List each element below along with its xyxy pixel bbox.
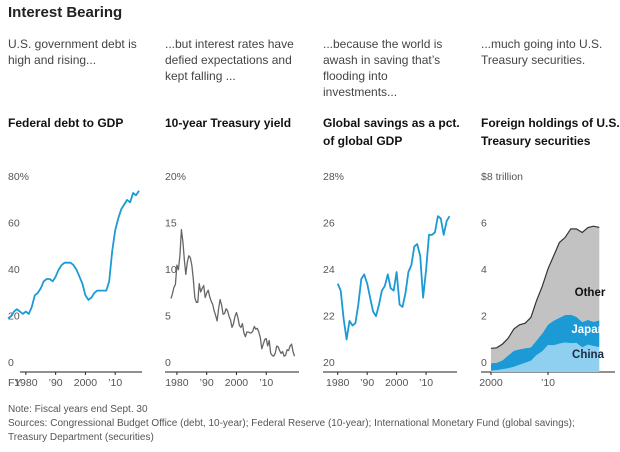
- y-tick-label: 20: [8, 311, 20, 323]
- y-tick-label: 26: [323, 218, 335, 230]
- x-tick-label: ’10: [541, 377, 555, 389]
- x-tick-label: 2000: [385, 377, 409, 389]
- note: Note: Fiscal years end Sept. 30: [8, 404, 148, 415]
- series-label: Japan: [571, 324, 604, 336]
- x-tick-label: 2000: [74, 377, 98, 389]
- y-tick-label: 20: [323, 357, 335, 369]
- x-tick-label: 2000: [225, 377, 249, 389]
- x-tick-label: 1980: [326, 377, 350, 389]
- y-tick-label: $8 trillion: [481, 171, 523, 183]
- annotation: ...much going into U.S. Treasury securit…: [481, 37, 603, 67]
- chart-subtitle: 10-year Treasury yield: [165, 116, 292, 130]
- x-tick-label: ’90: [200, 377, 214, 389]
- annotation: U.S. government debt is high and rising.…: [8, 37, 137, 67]
- y-tick-label: 4: [481, 264, 487, 276]
- y-tick-label: 15: [165, 218, 177, 230]
- x-tick-label: ’90: [360, 377, 374, 389]
- y-tick-label: 0: [481, 357, 487, 369]
- area: [491, 314, 600, 371]
- notes: Note: Fiscal years end Sept. 30 Sources:…: [8, 403, 614, 445]
- x-tick-label: ’10: [108, 377, 122, 389]
- chart-subtitle: Global savings as a pct. of global GDP: [323, 116, 460, 148]
- x-tick-label: 1980: [165, 377, 189, 389]
- x-tick-label: ’10: [419, 377, 433, 389]
- x-axis-prefix: FY: [8, 377, 21, 389]
- y-tick-label: 0: [8, 357, 14, 369]
- y-tick-label: 28%: [323, 171, 344, 183]
- chart-subtitle: Federal debt to GDP: [8, 116, 124, 130]
- y-tick-label: 60: [8, 218, 20, 230]
- annotation: ...because the world is awash in saving …: [323, 37, 443, 99]
- line: [170, 229, 296, 357]
- x-tick-label: 1980: [14, 377, 38, 389]
- area: [491, 226, 600, 364]
- y-tick-label: 20%: [165, 171, 186, 183]
- line: [336, 215, 451, 341]
- annotation: ...but interest rates have defied expect…: [165, 37, 294, 83]
- page-title: Interest Bearing: [8, 4, 123, 21]
- y-tick-label: 10: [165, 264, 177, 276]
- x-tick-label: ’10: [259, 377, 273, 389]
- y-tick-label: 22: [323, 311, 335, 323]
- y-tick-label: 6: [481, 218, 487, 230]
- area-top-line: [490, 225, 600, 349]
- x-tick-label: 2000: [479, 377, 503, 389]
- y-tick-label: 80%: [8, 171, 29, 183]
- y-tick-label: 0: [165, 357, 171, 369]
- y-tick-label: 5: [165, 311, 171, 323]
- y-tick-label: 24: [323, 264, 335, 276]
- series-label: China: [572, 349, 605, 361]
- chart-subtitle: Foreign holdings of U.S. Treasury securi…: [481, 116, 620, 148]
- y-tick-label: 2: [481, 311, 487, 323]
- area: [491, 342, 600, 372]
- y-tick-label: 40: [8, 264, 20, 276]
- line: [7, 190, 140, 320]
- sources: Sources: Congressional Budget Office (de…: [8, 418, 575, 443]
- x-tick-label: ’90: [49, 377, 63, 389]
- series-label: Other: [575, 287, 606, 299]
